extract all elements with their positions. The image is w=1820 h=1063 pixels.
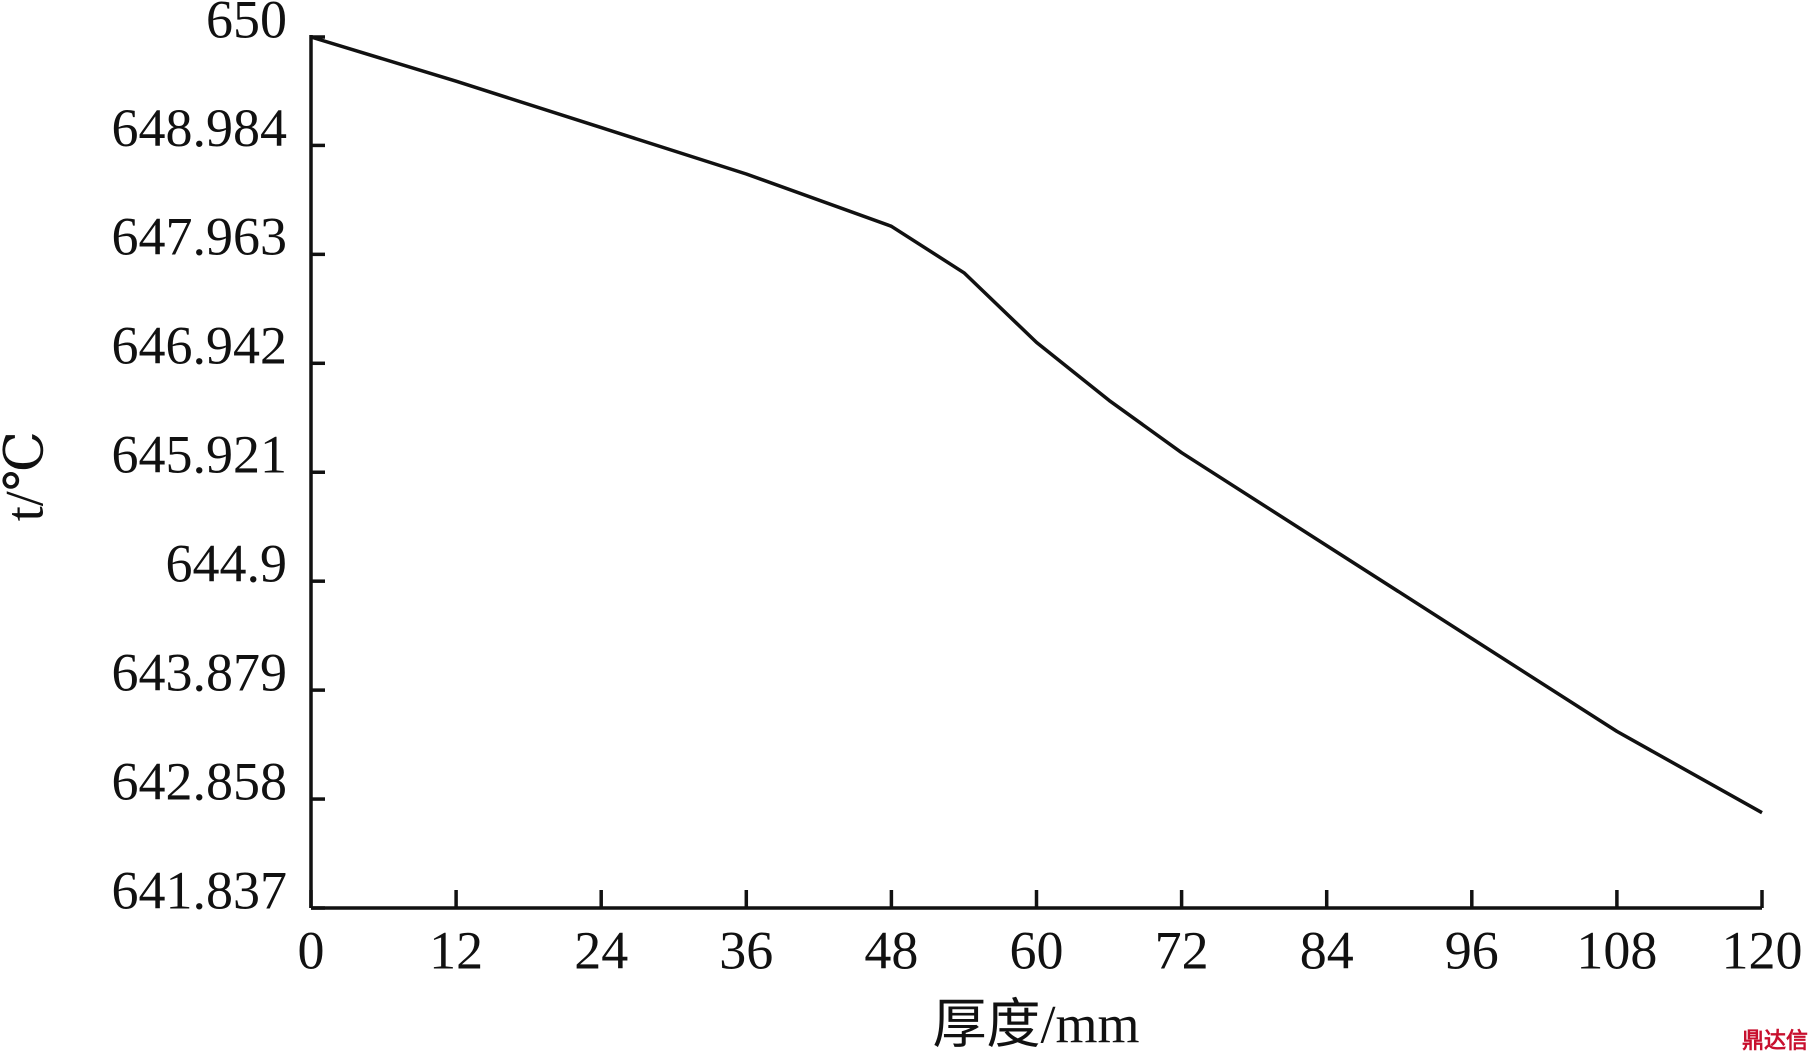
y-tick-label: 647.963 — [112, 207, 288, 267]
x-tick-label: 120 — [1722, 920, 1803, 980]
x-tick-label: 108 — [1576, 920, 1657, 980]
y-tick-label: 646.942 — [112, 316, 288, 376]
x-tick-label: 0 — [298, 920, 325, 980]
y-tick-label: 645.921 — [112, 425, 288, 485]
x-tick-label: 96 — [1445, 920, 1499, 980]
x-tick-label: 36 — [719, 920, 773, 980]
x-tick-label: 12 — [429, 920, 483, 980]
data-line — [310, 35, 1763, 815]
y-tick-label: 650 — [206, 0, 287, 49]
watermark: 鼎达信 — [1742, 1028, 1808, 1054]
y-tick-label: 643.879 — [112, 643, 288, 703]
y-tick-label: 648.984 — [112, 98, 288, 158]
y-tick-label: 641.837 — [112, 860, 288, 920]
x-tick-label: 84 — [1300, 920, 1354, 980]
x-tick-label: 48 — [864, 920, 918, 980]
y-tick-label: 644.9 — [166, 534, 288, 594]
y-tick-label: 642.858 — [112, 751, 288, 811]
x-axis-title: 厚度/mm — [932, 994, 1139, 1054]
x-tick-label: 60 — [1010, 920, 1064, 980]
x-tick-label: 72 — [1155, 920, 1209, 980]
y-axis-title: t/℃ — [0, 431, 54, 521]
x-tick-label: 24 — [574, 920, 628, 980]
